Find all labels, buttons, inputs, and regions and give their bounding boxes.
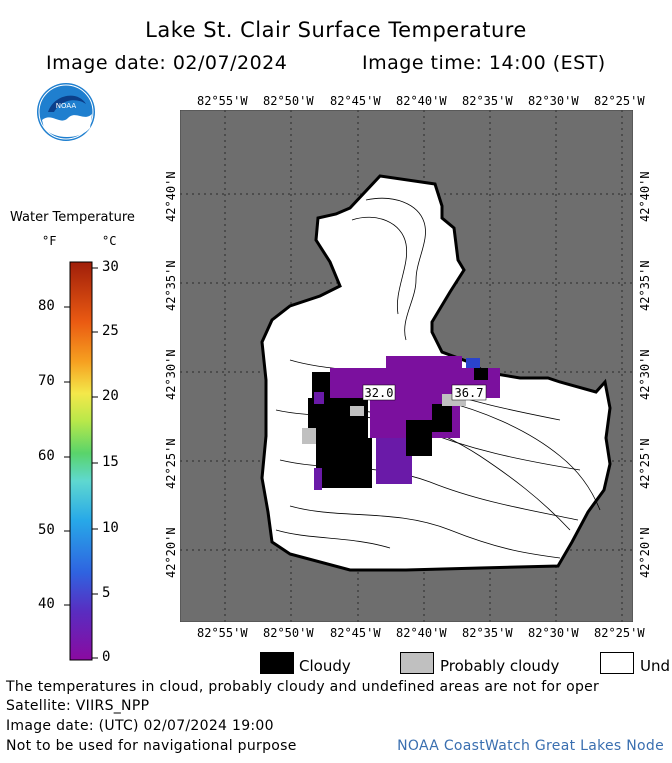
undefined-swatch xyxy=(600,652,634,674)
cloudy-label: Cloudy xyxy=(299,657,351,675)
celsius-tick: 20 xyxy=(102,388,119,404)
footer-credit: NOAA CoastWatch Great Lakes Node xyxy=(397,738,664,754)
fahrenheit-tick: 70 xyxy=(38,373,55,389)
temp-label: 32.0 xyxy=(365,386,394,400)
probably-cloudy-area xyxy=(302,428,316,444)
lon-label-bottom: 82°40'W xyxy=(396,626,447,640)
celsius-tick: 15 xyxy=(102,454,119,470)
cloud-area xyxy=(406,420,432,456)
lon-label-top: 82°25'W xyxy=(594,94,645,108)
lon-label-bottom: 82°45'W xyxy=(330,626,381,640)
lat-label-right: 42°40'N xyxy=(638,171,652,222)
celsius-tick: 25 xyxy=(102,323,119,339)
noaa-logo: NOAA xyxy=(37,83,95,141)
temp-label: 36.7 xyxy=(455,386,484,400)
lon-label-bottom: 82°55'W xyxy=(197,626,248,640)
image-time: Image time: 14:00 (EST) xyxy=(362,52,606,74)
undefined-label: Und xyxy=(640,657,671,675)
unit-fahrenheit: °F xyxy=(42,234,57,248)
lat-label-left: 42°35'N xyxy=(164,260,178,311)
footer-utc-date: Image date: (UTC) 02/07/2024 19:00 xyxy=(6,718,274,734)
map-title: Lake St. Clair Surface Temperature xyxy=(145,18,527,42)
legend-title: Water Temperature xyxy=(10,210,135,225)
celsius-tick: 10 xyxy=(102,520,119,536)
lon-label-bottom: 82°50'W xyxy=(263,626,314,640)
celsius-tick: 30 xyxy=(102,259,119,275)
footer-nav-warning: Not to be used for navigational purpose xyxy=(6,738,297,754)
lat-label-right: 42°25'N xyxy=(638,438,652,489)
fahrenheit-tick: 50 xyxy=(38,522,55,538)
svg-text:NOAA: NOAA xyxy=(56,102,77,110)
cloud-area xyxy=(432,404,452,432)
lat-label-left: 42°30'N xyxy=(164,349,178,400)
lake-map: 32.0 36.7 xyxy=(180,110,633,622)
lat-label-left: 42°25'N xyxy=(164,438,178,489)
celsius-tick: 0 xyxy=(102,649,111,665)
lat-label-left: 42°40'N xyxy=(164,171,178,222)
cloud-area xyxy=(308,398,368,438)
lat-label-right: 42°30'N xyxy=(638,349,652,400)
fahrenheit-tick: 80 xyxy=(38,298,55,314)
cloud-area xyxy=(474,368,488,380)
probably-cloudy-swatch xyxy=(400,652,434,674)
lon-label-bottom: 82°30'W xyxy=(528,626,579,640)
cloud-area xyxy=(316,438,372,488)
cold-water-area xyxy=(314,392,324,404)
color-scale-bar xyxy=(64,261,98,661)
lon-label-top: 82°50'W xyxy=(263,94,314,108)
lon-label-bottom: 82°35'W xyxy=(462,626,513,640)
satellite-pixels xyxy=(302,356,500,490)
lon-label-bottom: 82°25'W xyxy=(594,626,645,640)
probably-cloudy-label: Probably cloudy xyxy=(440,657,560,675)
lon-label-top: 82°45'W xyxy=(330,94,381,108)
lat-label-left: 42°20'N xyxy=(164,527,178,578)
lon-label-top: 82°55'W xyxy=(197,94,248,108)
cloudy-swatch xyxy=(260,652,294,674)
lat-label-right: 42°20'N xyxy=(638,527,652,578)
celsius-tick: 5 xyxy=(102,585,111,601)
unit-celsius: °C xyxy=(102,234,117,248)
footer-note: The temperatures in cloud, probably clou… xyxy=(6,679,600,695)
image-date: Image date: 02/07/2024 xyxy=(46,52,288,74)
probably-cloudy-area xyxy=(350,406,364,416)
cold-water-area xyxy=(314,468,322,490)
cloud-area xyxy=(312,372,330,398)
footer-satellite: Satellite: VIIRS_NPP xyxy=(6,698,150,714)
lon-label-top: 82°30'W xyxy=(528,94,579,108)
lat-label-right: 42°35'N xyxy=(638,260,652,311)
fahrenheit-tick: 60 xyxy=(38,448,55,464)
lon-label-top: 82°35'W xyxy=(462,94,513,108)
lon-label-top: 82°40'W xyxy=(396,94,447,108)
fahrenheit-tick: 40 xyxy=(38,596,55,612)
